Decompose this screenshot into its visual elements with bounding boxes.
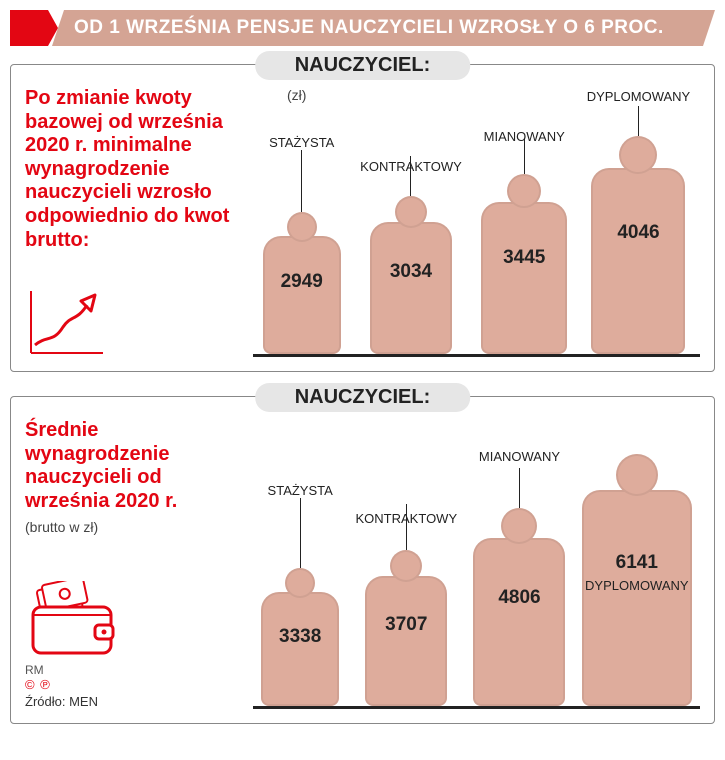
chart-baseline (253, 706, 700, 709)
panel-minimum-salary: NAUCZYCIEL: Po zmianie kwoty bazowej od … (10, 64, 715, 372)
wallet-icon (25, 581, 243, 659)
person-icon: 4806 (473, 508, 565, 706)
value-label: 4806 (498, 587, 540, 609)
value-label: 3338 (279, 626, 321, 648)
panel1-lead: Po zmianie kwoty bazowej od września 202… (25, 87, 243, 252)
value-label: 3034 (390, 261, 432, 283)
leader-line (519, 468, 520, 508)
category-label: DYPLOMOWANY (587, 89, 691, 104)
figure-column: STAŻYSTA 3338 (261, 483, 339, 706)
panel-average-salary: NAUCZYCIEL: Średnie wynagrodzenie nauczy… (10, 396, 715, 724)
panel2-lead-sub: (brutto w zł) (25, 519, 243, 535)
category-label: DYPLOMOWANY (585, 578, 689, 593)
person-icon: 3707 (365, 550, 447, 706)
trend-arrow-icon (25, 287, 243, 357)
panel2-lead: Średnie wynagrodzenie nauczycieli od wrz… (25, 419, 243, 513)
panel-tab: NAUCZYCIEL: (255, 51, 471, 80)
figure-column: MIANOWANY 3445 (481, 123, 567, 354)
value-label: 2949 (281, 271, 323, 293)
category-label: STAŻYSTA (269, 135, 334, 150)
figure-column: KONTRAKTOWY 3707 (356, 489, 458, 706)
value-label: 4046 (617, 222, 659, 244)
category-label: MIANOWANY (484, 129, 565, 144)
category-label: KONTRAKTOWY (360, 159, 462, 174)
chart-baseline (253, 354, 700, 357)
title-flag-icon (10, 10, 48, 46)
person-icon: 3338 (261, 568, 339, 706)
figure-column: DYPLOMOWANY 4046 (587, 91, 691, 354)
category-label: MIANOWANY (479, 449, 560, 464)
value-label: 3707 (385, 614, 427, 636)
leader-line (301, 150, 302, 212)
figure-column: KONTRAKTOWY 3034 (360, 141, 462, 354)
person-icon: 4046 (591, 136, 685, 354)
panel-tab: NAUCZYCIEL: (255, 383, 471, 412)
main-title: OD 1 WRZEŚNIA PENSJE NAUCZYCIELI WZROSŁY… (52, 10, 715, 46)
panel2-chart: STAŻYSTA3338KONTRAKTOWY3707MIANOWANY4806… (253, 419, 700, 709)
leader-line (638, 106, 639, 136)
category-label: KONTRAKTOWY (356, 511, 458, 526)
credits-marks: © ℗ (25, 677, 51, 692)
leader-line (300, 498, 301, 568)
person-icon: 2949 (263, 212, 341, 354)
figure-column: STAŻYSTA 2949 (263, 135, 341, 354)
person-icon: 3034 (370, 196, 452, 354)
title-bar: OD 1 WRZEŚNIA PENSJE NAUCZYCIELI WZROSŁY… (10, 10, 715, 46)
figure-column: MIANOWANY4806 (473, 453, 565, 706)
source: Źródło: MEN (25, 694, 243, 709)
person-icon: 3445 (481, 174, 567, 354)
credits-initials: RM (25, 663, 44, 677)
value-label: 6141 (616, 552, 658, 574)
figure-column: 6141 DYPLOMOWANY (582, 454, 692, 706)
panel1-chart: (zł) STAŻYSTA2949KONTRAKTOWY3034MIANOWAN… (253, 87, 700, 357)
value-label: 3445 (503, 247, 545, 269)
person-icon: 6141 DYPLOMOWANY (582, 454, 692, 706)
credits: RM © ℗ (25, 663, 243, 692)
category-label: STAŻYSTA (268, 483, 333, 498)
